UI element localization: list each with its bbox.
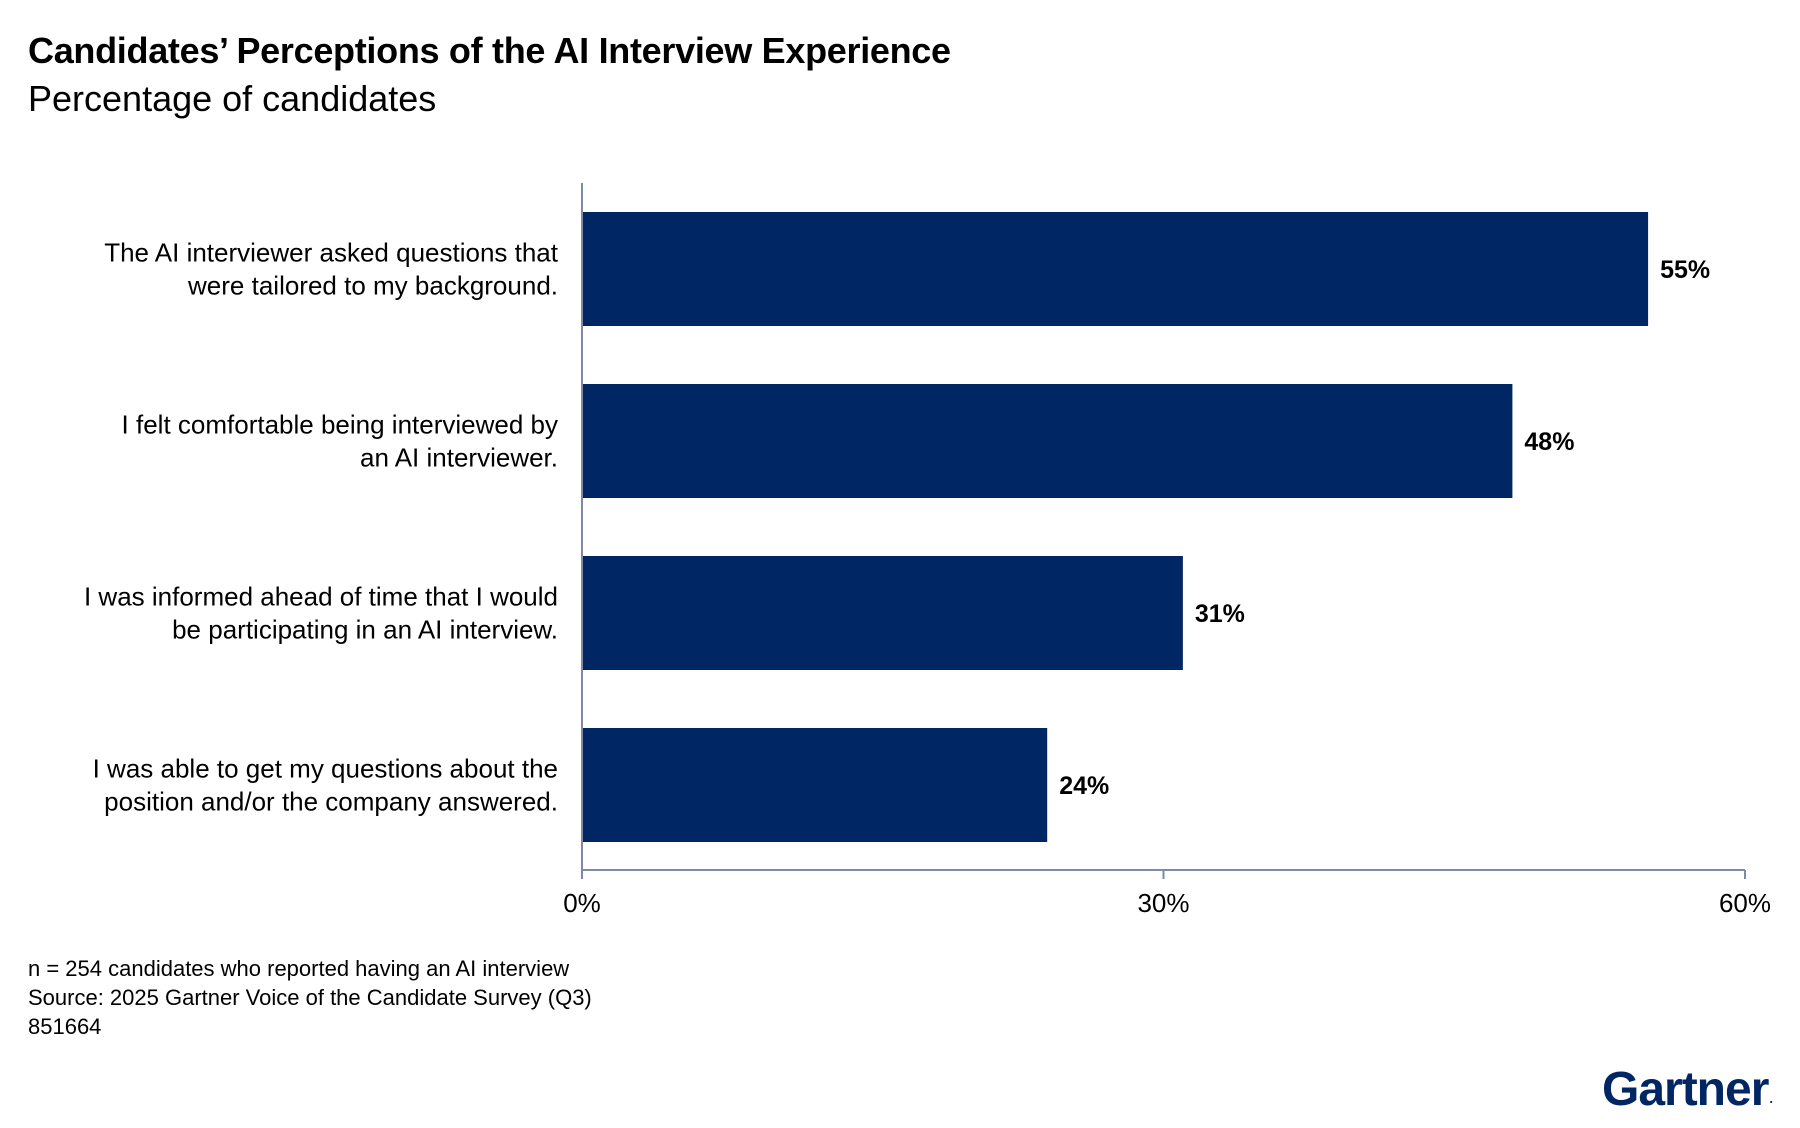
footnotes: n = 254 candidates who reported having a… (28, 954, 592, 1041)
bar-value-label: 31% (1195, 600, 1245, 628)
category-label: were tailored to my background. (187, 271, 558, 301)
category-label: I was informed ahead of time that I woul… (84, 582, 558, 612)
logo-text: Gartner (1601, 1063, 1769, 1116)
category-label: I was able to get my questions about the (93, 754, 558, 784)
category-label: be participating in an AI interview. (172, 615, 558, 645)
category-label: an AI interviewer. (360, 443, 558, 473)
chart-subtitle: Percentage of candidates (28, 78, 437, 119)
x-tick-label: 60% (1719, 888, 1771, 918)
bar (582, 556, 1183, 670)
bar (582, 212, 1649, 326)
category-label: I felt comfortable being interviewed by (122, 410, 558, 440)
bar (582, 728, 1048, 842)
gartner-logo: Gartner. (1601, 1062, 1773, 1117)
logo-mark: . (1769, 1091, 1773, 1106)
sample-size-note: n = 254 candidates who reported having a… (28, 956, 570, 981)
bar-chart: 55% The AI interviewer asked questions th… (84, 183, 1771, 918)
chart-title: Candidates’ Perceptions of the AI Interv… (28, 30, 951, 71)
category-label: position and/or the company answered. (104, 787, 558, 817)
bar (582, 384, 1513, 498)
chart-id: 851664 (28, 1014, 102, 1039)
category-label: The AI interviewer asked questions that (104, 238, 559, 268)
x-tick-label: 0% (563, 888, 601, 918)
bar-value-label: 48% (1524, 428, 1574, 456)
source-note: Source: 2025 Gartner Voice of the Candid… (28, 985, 592, 1010)
bar-value-label: 24% (1059, 772, 1109, 800)
bar-value-label: 55% (1660, 256, 1710, 284)
x-tick-label: 30% (1137, 888, 1189, 918)
